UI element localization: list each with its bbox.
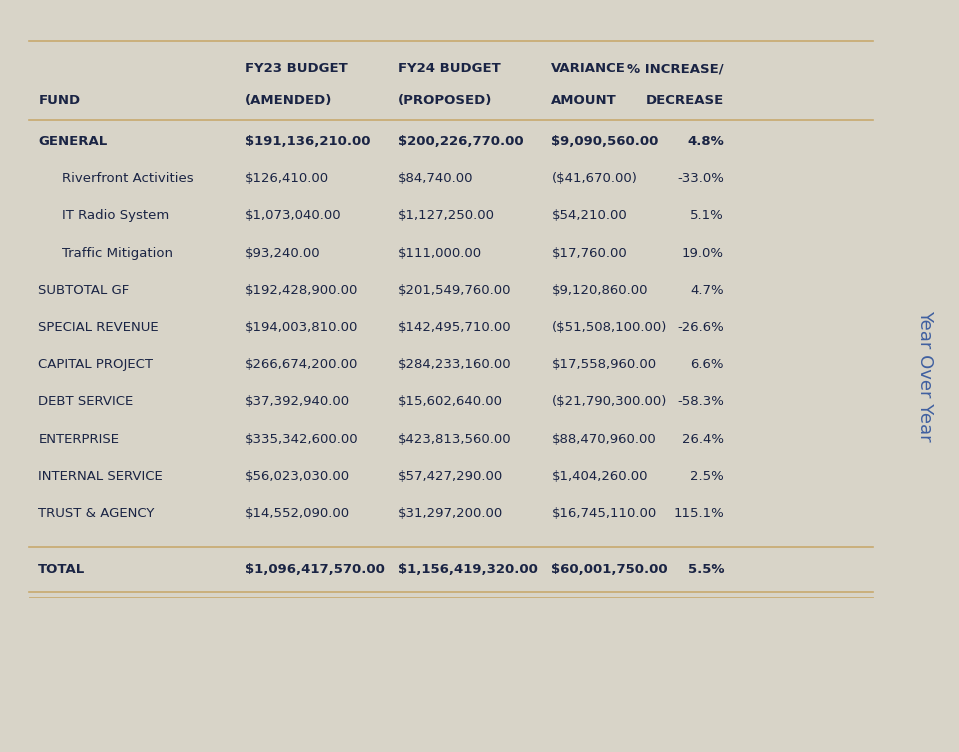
Text: $266,674,200.00: $266,674,200.00 [245,358,358,371]
Text: 6.6%: 6.6% [690,358,724,371]
Text: 4.7%: 4.7% [690,284,724,297]
Text: IT Radio System: IT Radio System [62,209,170,223]
Text: $1,127,250.00: $1,127,250.00 [398,209,495,223]
Text: ($21,790,300.00): ($21,790,300.00) [551,396,667,408]
Text: $9,090,560.00: $9,090,560.00 [551,135,659,148]
Text: ($51,508,100.00): ($51,508,100.00) [551,321,667,334]
Text: $84,740.00: $84,740.00 [398,172,474,185]
Text: FY23 BUDGET: FY23 BUDGET [245,62,347,75]
Text: TRUST & AGENCY: TRUST & AGENCY [38,507,154,520]
Text: $56,023,030.00: $56,023,030.00 [245,470,350,483]
Text: -26.6%: -26.6% [677,321,724,334]
Text: $17,760.00: $17,760.00 [551,247,627,259]
Text: 26.4%: 26.4% [682,432,724,446]
Text: AMOUNT: AMOUNT [551,94,618,107]
Text: $111,000.00: $111,000.00 [398,247,482,259]
Text: $57,427,290.00: $57,427,290.00 [398,470,503,483]
Text: (AMENDED): (AMENDED) [245,94,332,107]
Text: Year Over Year: Year Over Year [917,310,934,442]
Text: $142,495,710.00: $142,495,710.00 [398,321,511,334]
Text: 5.5%: 5.5% [688,563,724,576]
Text: FUND: FUND [38,94,81,107]
Text: 115.1%: 115.1% [673,507,724,520]
Text: $93,240.00: $93,240.00 [245,247,320,259]
Text: $14,552,090.00: $14,552,090.00 [245,507,350,520]
Text: VARIANCE: VARIANCE [551,62,626,75]
Text: $1,073,040.00: $1,073,040.00 [245,209,341,223]
Text: 5.1%: 5.1% [690,209,724,223]
Text: GENERAL: GENERAL [38,135,107,148]
Text: TOTAL: TOTAL [38,563,85,576]
Text: $9,120,860.00: $9,120,860.00 [551,284,648,297]
Text: FY24 BUDGET: FY24 BUDGET [398,62,501,75]
Text: ($41,670.00): ($41,670.00) [551,172,638,185]
Text: ENTERPRISE: ENTERPRISE [38,432,119,446]
Text: $1,404,260.00: $1,404,260.00 [551,470,648,483]
Text: $37,392,940.00: $37,392,940.00 [245,396,350,408]
Text: $31,297,200.00: $31,297,200.00 [398,507,503,520]
Text: $284,233,160.00: $284,233,160.00 [398,358,511,371]
Text: $54,210.00: $54,210.00 [551,209,627,223]
Text: $335,342,600.00: $335,342,600.00 [245,432,358,446]
Text: 2.5%: 2.5% [690,470,724,483]
Text: $192,428,900.00: $192,428,900.00 [245,284,358,297]
Text: SPECIAL REVENUE: SPECIAL REVENUE [38,321,159,334]
Text: $126,410.00: $126,410.00 [245,172,329,185]
Text: $200,226,770.00: $200,226,770.00 [398,135,524,148]
Text: 4.8%: 4.8% [688,135,724,148]
Text: $16,745,110.00: $16,745,110.00 [551,507,657,520]
Text: $423,813,560.00: $423,813,560.00 [398,432,511,446]
Text: CAPITAL PROJECT: CAPITAL PROJECT [38,358,153,371]
Text: $201,549,760.00: $201,549,760.00 [398,284,511,297]
Text: INTERNAL SERVICE: INTERNAL SERVICE [38,470,163,483]
Text: $60,001,750.00: $60,001,750.00 [551,563,668,576]
Text: Riverfront Activities: Riverfront Activities [62,172,194,185]
Text: $1,156,419,320.00: $1,156,419,320.00 [398,563,538,576]
Text: $15,602,640.00: $15,602,640.00 [398,396,503,408]
Text: -58.3%: -58.3% [677,396,724,408]
Text: $88,470,960.00: $88,470,960.00 [551,432,656,446]
Text: SUBTOTAL GF: SUBTOTAL GF [38,284,129,297]
Text: % INCREASE/: % INCREASE/ [627,62,724,75]
Text: -33.0%: -33.0% [677,172,724,185]
Text: DEBT SERVICE: DEBT SERVICE [38,396,133,408]
Text: 19.0%: 19.0% [682,247,724,259]
Text: (PROPOSED): (PROPOSED) [398,94,492,107]
Text: Traffic Mitigation: Traffic Mitigation [62,247,174,259]
Text: $191,136,210.00: $191,136,210.00 [245,135,370,148]
Text: DECREASE: DECREASE [645,94,724,107]
Text: $194,003,810.00: $194,003,810.00 [245,321,358,334]
Text: $1,096,417,570.00: $1,096,417,570.00 [245,563,385,576]
Text: $17,558,960.00: $17,558,960.00 [551,358,657,371]
